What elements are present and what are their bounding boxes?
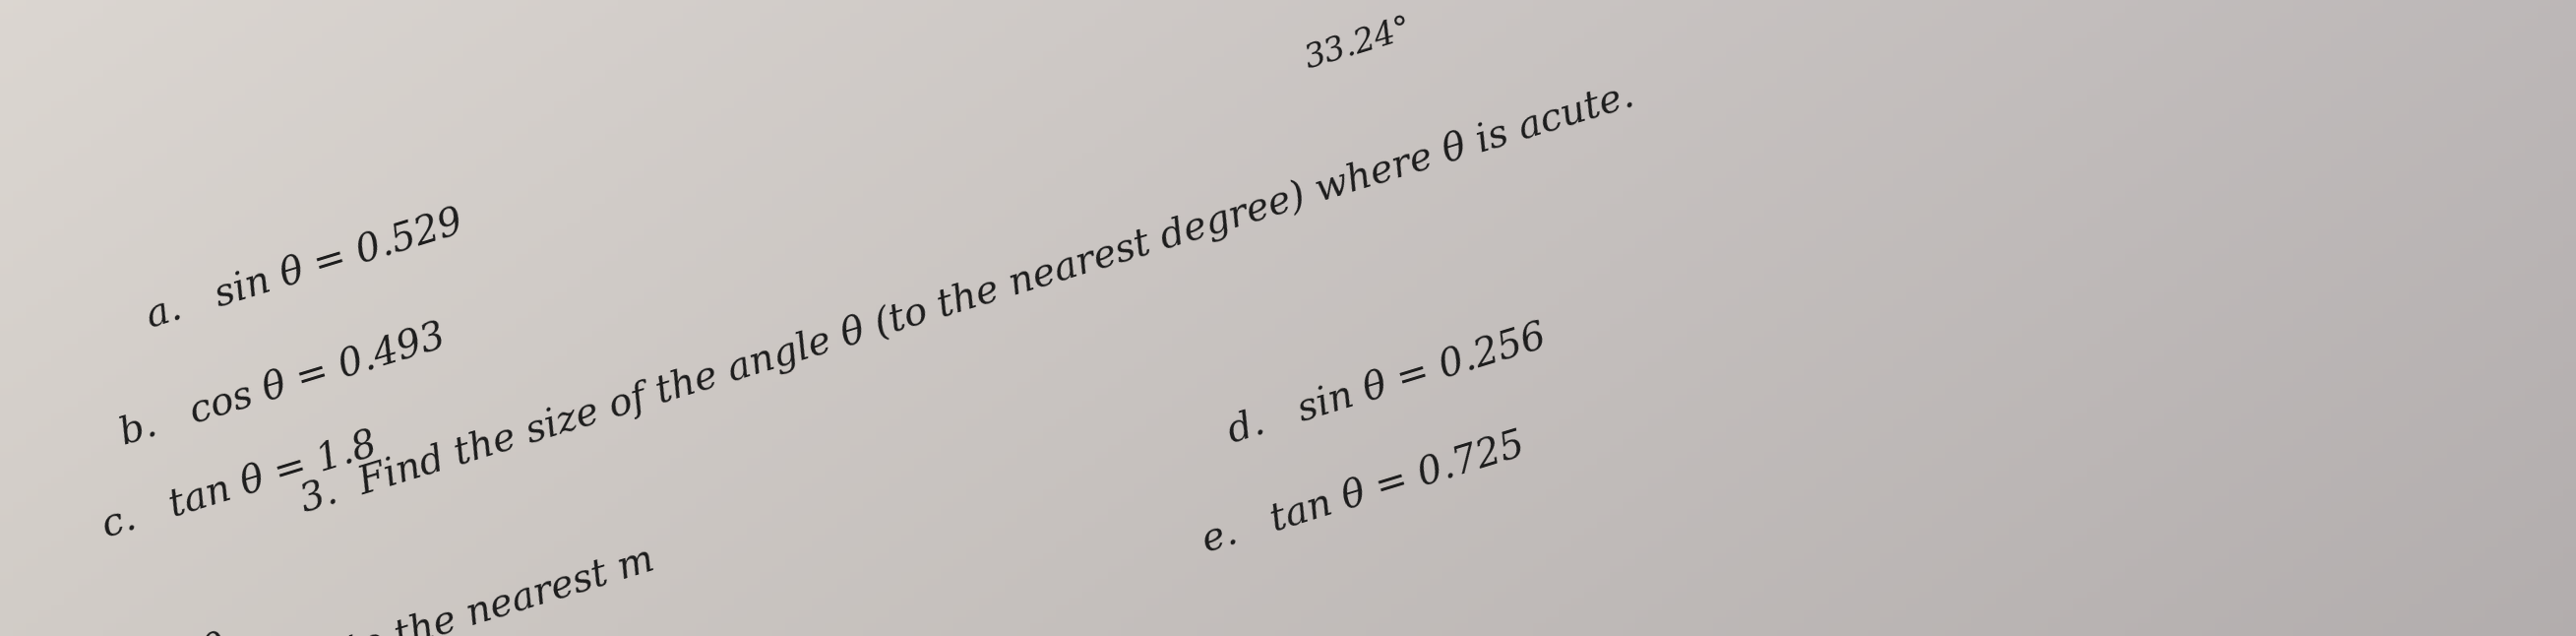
Text: a.   sin θ: a. sin θ	[64, 630, 232, 636]
Text: 4.  Find m∠θ, to the nearest m: 4. Find m∠θ, to the nearest m	[77, 541, 659, 636]
Text: 33.24°: 33.24°	[1301, 13, 1417, 75]
Text: d.   sin θ = 0.256: d. sin θ = 0.256	[1224, 318, 1551, 450]
Text: b.   cos θ = 0.493: b. cos θ = 0.493	[116, 318, 451, 452]
Text: e.   tan θ = 0.725: e. tan θ = 0.725	[1198, 426, 1530, 559]
Text: a.   sin θ = 0.529: a. sin θ = 0.529	[142, 204, 466, 335]
Text: c.   tan θ = 1.8: c. tan θ = 1.8	[98, 426, 381, 544]
Text: 3.  Find the size of the angle θ (to the nearest degree) where θ is acute.: 3. Find the size of the angle θ (to the …	[296, 76, 1638, 520]
